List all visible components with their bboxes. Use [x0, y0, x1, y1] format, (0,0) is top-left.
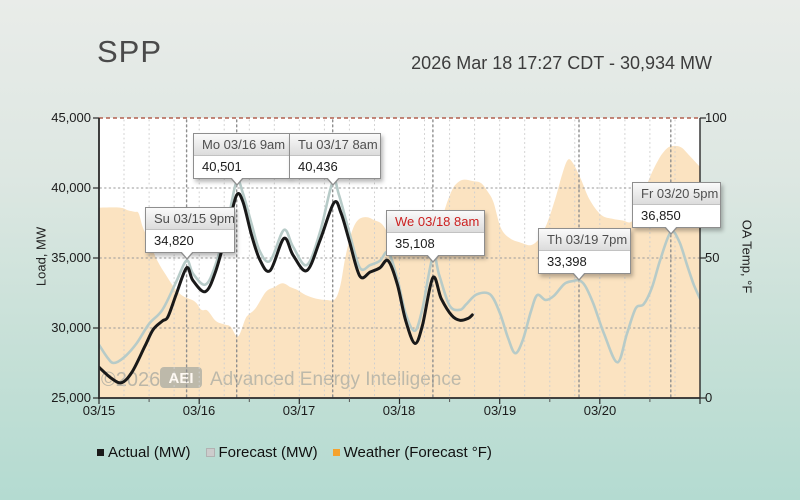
page-title: SPP — [97, 34, 163, 69]
right-tick-50: 50 — [705, 250, 720, 265]
legend-label: Weather (Forecast °F) — [343, 444, 492, 461]
watermark-copyright: ©2026 — [101, 369, 160, 391]
callout-time: Mo 03/16 9am — [194, 134, 289, 156]
axes-layer — [93, 117, 706, 404]
actual-line — [99, 191, 474, 385]
x-tick-0315: 03/15 — [82, 403, 116, 418]
legend-item-actual[interactable]: Actual (MW) — [97, 444, 191, 461]
right-tick-100: 100 — [705, 110, 727, 125]
callout-we-0318-8am: We 03/18 8am 35,108 — [386, 210, 485, 263]
legend: Actual (MW) Forecast (MW) Weather (Forec… — [97, 444, 492, 461]
x-tick-0316: 03/16 — [182, 403, 216, 418]
callout-value: 35,108 — [387, 233, 484, 255]
watermark-badge: AEI — [168, 370, 193, 387]
callout-value: 34,820 — [146, 230, 234, 252]
callout-th-0319-7pm: Th 03/19 7pm 33,398 — [538, 228, 631, 281]
left-tick-30000: 30,000 — [51, 320, 91, 335]
callout-time: Tu 03/17 8am — [290, 134, 380, 156]
series-layer — [99, 178, 700, 385]
forecast-line — [99, 178, 700, 365]
callout-tu-0317-8am: Tu 03/17 8am 40,436 — [289, 133, 381, 186]
callout-pointer — [180, 251, 194, 260]
weather-swatch — [332, 449, 340, 456]
left-tick-25000: 25,000 — [51, 390, 91, 405]
x-tick-0318: 03/18 — [382, 403, 416, 418]
left-tick-35000: 35,000 — [51, 250, 91, 265]
weather-area-layer — [99, 145, 700, 398]
callout-pointer — [326, 177, 340, 186]
callout-pointer — [426, 254, 440, 263]
watermark-text: Advanced Energy Intelligence — [210, 369, 461, 390]
x-tick-0317: 03/17 — [282, 403, 316, 418]
callout-time: Th 03/19 7pm — [539, 229, 630, 251]
legend-label: Actual (MW) — [108, 444, 191, 461]
callout-value: 40,501 — [194, 156, 289, 178]
callout-value: 36,850 — [633, 205, 720, 227]
callout-pointer — [230, 177, 244, 186]
left-tick-45000: 45,000 — [51, 110, 91, 125]
watermark: ©2026 AEI Advanced Energy Intelligence — [101, 367, 461, 391]
x-tick-0320: 03/20 — [583, 403, 617, 418]
actual-swatch — [97, 449, 104, 456]
callout-time: Su 03/15 9pm — [146, 208, 235, 230]
callout-pointer — [572, 272, 586, 281]
callout-su-0315-9pm: Su 03/15 9pm 34,820 — [145, 207, 235, 260]
watermark-badge-bg — [160, 367, 202, 388]
legend-label: Forecast (MW) — [218, 444, 318, 461]
callout-time: We 03/18 8am — [387, 211, 484, 233]
callout-value: 40,436 — [290, 156, 380, 178]
callout-mo-0316-9am: Mo 03/16 9am 40,501 — [193, 133, 290, 186]
weather-area — [99, 145, 700, 398]
callout-pointer — [664, 226, 678, 235]
right-tick-0: 0 — [705, 390, 713, 405]
current-timestamp: 2026 Mar 18 17:27 CDT - 30,934 MW — [411, 53, 712, 73]
x-tick-0319: 03/19 — [483, 403, 517, 418]
legend-item-forecast[interactable]: Forecast (MW) — [205, 444, 318, 461]
legend-item-weather[interactable]: Weather (Forecast °F) — [332, 444, 492, 461]
left-tick-40000: 40,000 — [51, 180, 91, 195]
callout-time: Fr 03/20 5pm — [633, 183, 720, 205]
callout-value: 33,398 — [539, 251, 630, 273]
callout-fr-0320-5pm: Fr 03/20 5pm 36,850 — [632, 182, 721, 235]
forecast-swatch — [205, 448, 215, 457]
